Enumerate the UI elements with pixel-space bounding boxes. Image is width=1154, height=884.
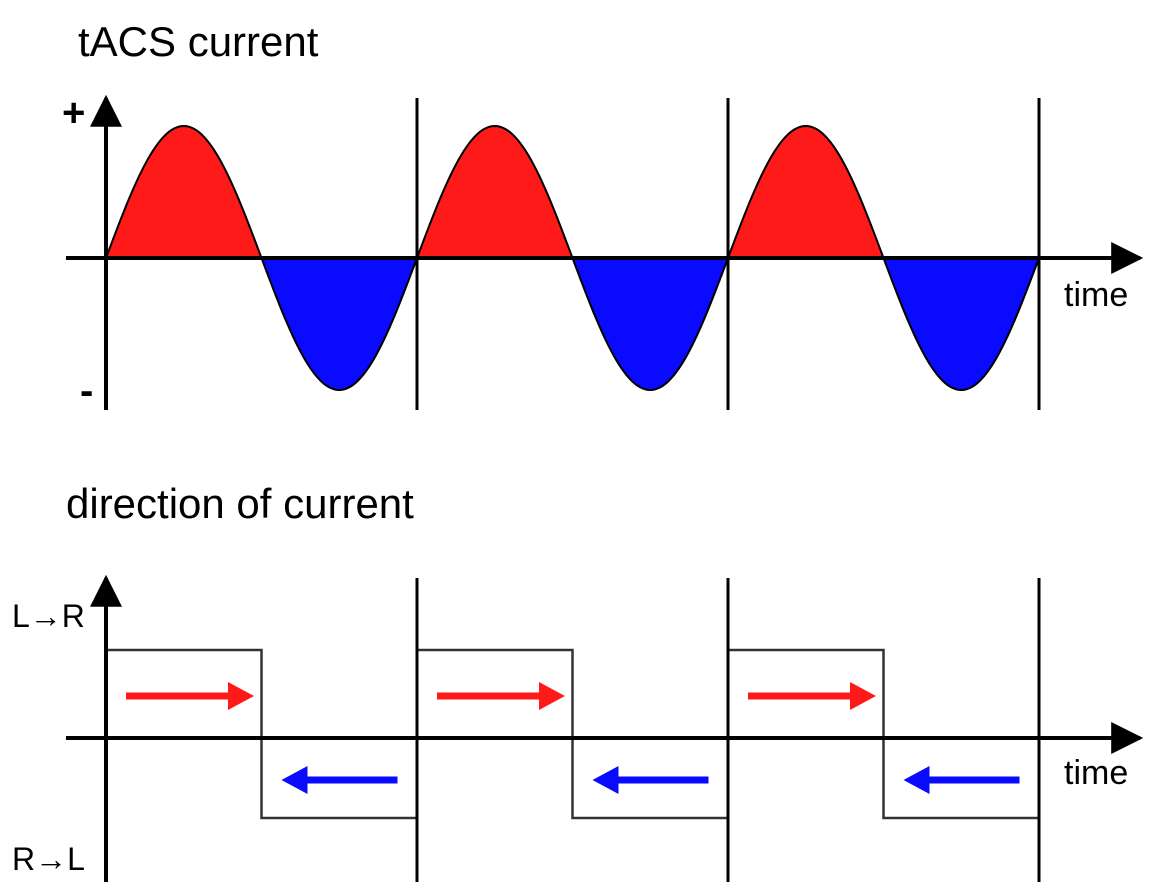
negative-half-wave — [260, 257, 419, 392]
negative-half-wave — [571, 257, 730, 392]
bottom-y-bottom-label: R→L — [12, 841, 85, 877]
bottom-panel-title: direction of current — [66, 480, 414, 527]
top-x-label: time — [1064, 276, 1128, 314]
positive-half-wave — [726, 124, 885, 259]
arrow-left-head — [903, 766, 930, 794]
bottom-y-top-label: L→R — [12, 598, 85, 634]
arrow-right-head — [228, 682, 254, 710]
square-wave-cycle — [104, 648, 419, 820]
top-panel-title: tACS current — [78, 18, 319, 65]
bottom-x-label: time — [1064, 754, 1128, 792]
top-y-minus-label: - — [80, 369, 93, 413]
sine-wave — [104, 124, 1041, 392]
period-markers — [415, 98, 1041, 410]
positive-half-wave — [104, 124, 263, 259]
square-wave — [104, 648, 1041, 820]
square-wave-cycle — [415, 648, 730, 820]
arrow-right-head — [850, 682, 876, 710]
period-markers-bottom — [415, 578, 1041, 882]
square-wave-cycle — [726, 648, 1041, 820]
negative-half-wave — [882, 257, 1041, 392]
positive-half-wave — [415, 124, 574, 259]
arrow-right-head — [539, 682, 565, 710]
arrow-left-head — [592, 766, 619, 794]
direction-arrows — [126, 682, 1020, 794]
top-y-plus-label: + — [62, 91, 85, 135]
arrow-left-head — [281, 766, 308, 794]
